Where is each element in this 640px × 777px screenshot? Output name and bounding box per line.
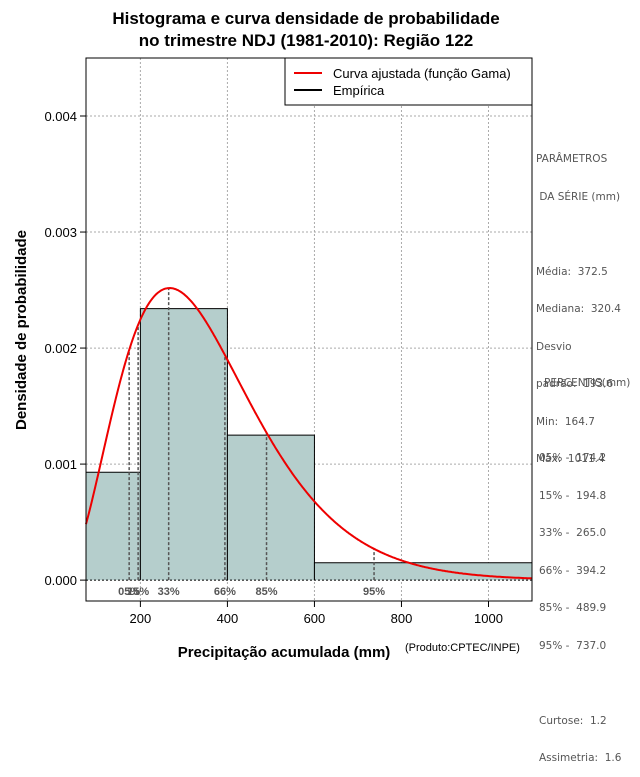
param-desvio-line2: padrão: 193.6 — [536, 378, 614, 390]
series-parameters-panel: PARÂMETROS DA SÉRIE (mm) Média: 372.5 Me… — [536, 128, 621, 478]
percentile-label-4: 85% — [256, 586, 278, 598]
param-mediana: Mediana: 320.4 — [536, 303, 621, 315]
legend: Curva ajustada (função Gama) Empírica — [284, 57, 533, 106]
legend-empirical-label: Empírica — [333, 83, 385, 98]
percentile-66: 66% - 394.2 — [539, 564, 607, 577]
percentiles-panel: PERCENTIS(mm) 05% - 174.2 15% - 194.8 33… — [536, 352, 630, 777]
percentile-15: 15% - 194.8 — [539, 489, 607, 502]
chart-title-line1: Histograma e curva densidade de probabil… — [112, 9, 499, 28]
legend-curve-label: Curva ajustada (função Gama) — [333, 66, 511, 81]
y-axis-ticks: 0.000 0.001 0.002 0.003 0.004 — [44, 109, 86, 588]
percentile-85: 85% - 489.9 — [539, 602, 607, 614]
percentile-label-3: 66% — [214, 586, 236, 598]
curtose: Curtose: 1.2 — [539, 714, 607, 727]
percentile-labels: 05%15% 33% 66% 85% 95% — [118, 586, 385, 598]
percentile-lines — [128, 288, 375, 581]
gamma-curve — [85, 286, 533, 580]
percentiles-title: PERCENTIS(mm) — [544, 377, 631, 389]
params-title-line2: DA SÉRIE (mm) — [536, 190, 621, 203]
percentile-label-0: 05% — [118, 586, 140, 598]
y-tick-label-1: 0.001 — [44, 457, 77, 472]
y-tick-label-3: 0.003 — [44, 225, 77, 240]
param-max: Máx: 1011.4 — [536, 453, 605, 465]
chart-title-line2: no trimestre NDJ (1981-2010): Região 122 — [139, 31, 473, 50]
y-tick-label-0: 0.000 — [44, 573, 77, 588]
y-tick-label-2: 0.002 — [44, 341, 77, 356]
percentile-05: 05% - 174.2 — [539, 452, 607, 464]
x-tick-label-3: 800 — [391, 611, 413, 626]
percentile-95: 95% - 737.0 — [539, 639, 607, 652]
percentile-label-1: 15% — [127, 586, 149, 598]
percentile-label-2: 33% — [158, 586, 180, 598]
legend-box — [284, 57, 533, 106]
histogram-bar-outline-2 — [226, 434, 315, 581]
x-tick-label-1: 400 — [217, 611, 239, 626]
histogram-bar-1 — [140, 308, 228, 581]
product-credit: (Produto:CPTEC/INPE) — [405, 642, 520, 654]
percentile-label-5: 95% — [363, 586, 385, 598]
x-tick-label-0: 200 — [130, 611, 152, 626]
histogram-chart: Histograma e curva densidade de probabil… — [13, 9, 533, 660]
histogram-bars — [85, 308, 533, 581]
param-media: Média: 372.5 — [536, 265, 608, 278]
x-tick-label-4: 1000 — [474, 611, 503, 626]
param-min: Min: 164.7 — [536, 415, 595, 428]
assimetria: Assimetria: 1.6 — [539, 752, 622, 764]
percentile-33: 33% - 265.0 — [539, 527, 607, 539]
y-tick-label-4: 0.004 — [44, 109, 77, 124]
params-title-line1: PARÂMETROS — [536, 153, 608, 165]
y-axis-label: Densidade de probabilidade — [13, 230, 30, 430]
x-axis-label: Precipitação acumulada (mm) — [178, 644, 391, 660]
histogram-bar-2 — [227, 435, 315, 581]
param-desvio-line1: Desvio — [536, 340, 572, 353]
x-axis-ticks: 200 400 600 800 1000 — [130, 601, 503, 626]
x-tick-label-2: 600 — [304, 611, 326, 626]
